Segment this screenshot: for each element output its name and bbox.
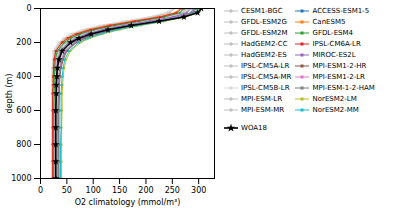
html-text:MPI-ESM1-2-HR: MPI-ESM1-2-HR <box>312 62 367 70</box>
html-text:IPSL-CM5A-MR: IPSL-CM5A-MR <box>241 73 292 81</box>
svg-text:150: 150 <box>112 186 127 195</box>
html-text:GFDL-ESM2M: GFDL-ESM2M <box>241 29 288 37</box>
svg-text:depth (m): depth (m) <box>5 74 14 114</box>
svg-text:200: 200 <box>138 186 153 195</box>
html-text:NorESM2-MM: NorESM2-MM <box>312 106 359 114</box>
svg-text:0: 0 <box>38 186 43 195</box>
html-text:WOA18: WOA18 <box>241 124 267 132</box>
html-text:CanESM5: CanESM5 <box>312 18 346 26</box>
html-text:MIROC-ES2L: MIROC-ES2L <box>312 51 356 59</box>
html-text:IPSL-CM5B-LR: IPSL-CM5B-LR <box>241 84 290 92</box>
html-text:IPSL-CM5A-LR: IPSL-CM5A-LR <box>241 62 290 70</box>
html-text:IPSL-CM6A-LR: IPSL-CM6A-LR <box>312 40 361 48</box>
svg-text:100: 100 <box>86 186 101 195</box>
html-text:MPI-ESM-MR: MPI-ESM-MR <box>241 106 285 114</box>
svg-text:O2 climatology (mmol/m³): O2 climatology (mmol/m³) <box>75 198 181 207</box>
svg-text:1000: 1000 <box>11 174 31 183</box>
svg-text:400: 400 <box>16 72 31 81</box>
html-text:MPI-ESM-LR: MPI-ESM-LR <box>241 95 282 103</box>
html-text:MPI-ESM1-2-LR: MPI-ESM1-2-LR <box>312 73 365 81</box>
html-text:GFDL-ESM2G: GFDL-ESM2G <box>241 18 287 26</box>
svg-text:250: 250 <box>165 186 180 195</box>
svg-text:0: 0 <box>26 4 31 13</box>
html-text:MPI-ESM-1-2-HAM: MPI-ESM-1-2-HAM <box>312 84 375 92</box>
html-text:HadGEM2-ES: HadGEM2-ES <box>241 51 287 59</box>
svg-text:800: 800 <box>16 140 31 149</box>
html-text:HadGEM2-CC: HadGEM2-CC <box>241 40 288 48</box>
svg-text:600: 600 <box>16 106 31 115</box>
html-text:ACCESS-ESM1-5: ACCESS-ESM1-5 <box>312 7 370 15</box>
html-text:NorESM2-LM: NorESM2-LM <box>312 95 357 103</box>
html-text:CESM1-BGC: CESM1-BGC <box>241 7 283 15</box>
html-text:GFDL-ESM4: GFDL-ESM4 <box>312 29 353 37</box>
svg-text:50: 50 <box>62 186 72 195</box>
svg-text:200: 200 <box>16 38 31 47</box>
svg-text:300: 300 <box>191 186 206 195</box>
